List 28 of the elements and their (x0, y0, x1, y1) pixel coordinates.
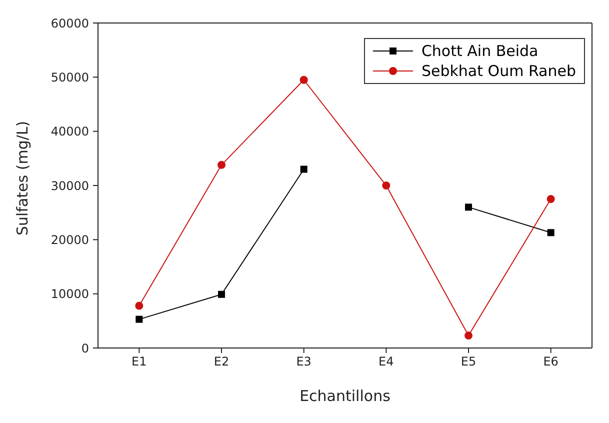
x-tick-label: E1 (132, 354, 147, 369)
legend-label: Chott Ain Beida (421, 41, 538, 61)
x-tick-label: E4 (378, 354, 394, 369)
point (546, 195, 555, 204)
point (135, 302, 144, 310)
y-tick-label: 50000 (50, 70, 89, 84)
point (382, 182, 390, 190)
y-axis-title: Sulfates (mg/L) (13, 120, 32, 236)
point (547, 229, 554, 236)
point (218, 290, 225, 298)
point (136, 316, 143, 323)
legend-label: Sebkhat Oum Raneb (421, 61, 576, 81)
point (465, 204, 472, 211)
x-tick-label: E2 (214, 354, 230, 369)
x-tick-label: E6 (543, 354, 558, 369)
point (300, 76, 308, 84)
y-tick-label: 20000 (50, 232, 89, 247)
y-tick-label: 0 (81, 341, 89, 356)
point (464, 332, 472, 340)
y-tick-label: 40000 (50, 124, 89, 139)
point (218, 160, 226, 169)
y-tick-label: 10000 (50, 287, 89, 302)
point (300, 166, 308, 173)
x-tick-label: E3 (296, 354, 312, 369)
y-tick-label: 30000 (50, 178, 89, 193)
y-tick-label: 60000 (50, 16, 89, 30)
x-axis-title: Echantillons (300, 387, 391, 405)
x-tick-label: E5 (460, 354, 476, 369)
